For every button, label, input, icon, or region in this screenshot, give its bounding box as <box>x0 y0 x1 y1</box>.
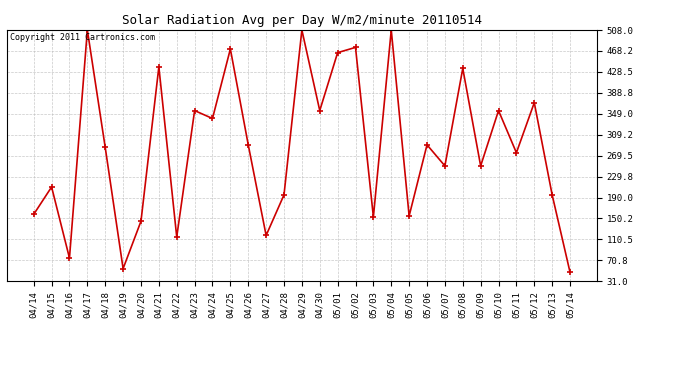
Title: Solar Radiation Avg per Day W/m2/minute 20110514: Solar Radiation Avg per Day W/m2/minute … <box>122 15 482 27</box>
Text: Copyright 2011 Cartronics.com: Copyright 2011 Cartronics.com <box>10 33 155 42</box>
